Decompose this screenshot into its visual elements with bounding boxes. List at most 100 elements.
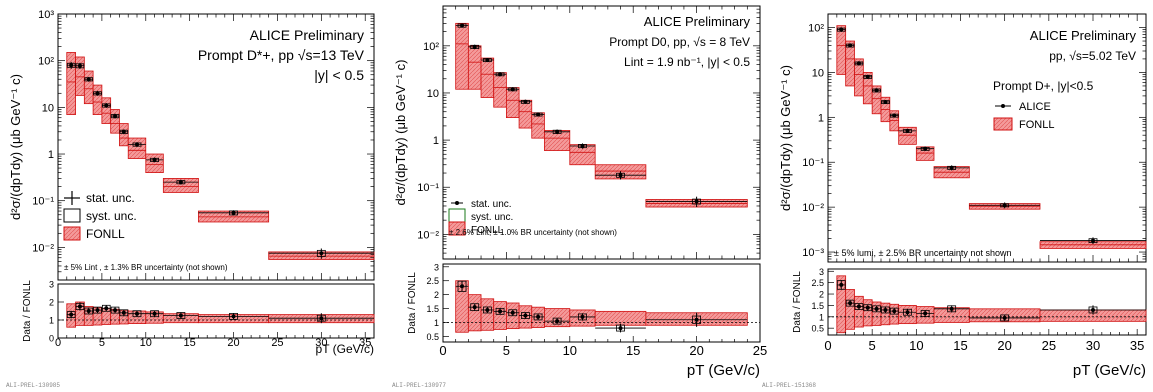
ratio-point-4 [498, 309, 503, 314]
ratio-point-5 [104, 306, 109, 311]
y-tick-label: 10⁻¹ [32, 196, 54, 208]
x-tick-label: 0 [824, 338, 831, 353]
fonll-band-3 [83, 70, 94, 105]
ratio-y-tick-label: 0 [49, 334, 54, 344]
data-point-6 [113, 114, 118, 119]
x-tick-label: 20 [689, 343, 703, 358]
main-pad-frame [442, 5, 761, 260]
figure-reference-id: ALI-PREL-130985 [6, 382, 60, 389]
ratio-point-3 [86, 309, 91, 313]
x-tick-label: 15 [184, 337, 196, 349]
data-point-5 [874, 88, 879, 93]
x-tick-label: 10 [563, 343, 577, 358]
data-point-1 [839, 27, 844, 32]
ratio-point-8 [135, 311, 139, 316]
legend: stat. unc. syst. unc. FONLL± 2.6% Lint, ± … [448, 199, 617, 237]
ratio-point-1 [69, 312, 74, 317]
fonll-band-6 [110, 109, 120, 134]
y-tick-label: 10⁻² [32, 242, 54, 254]
x-tick-label: 25 [271, 337, 283, 349]
fonll-band-1 [455, 22, 469, 90]
fonll-band-3 [480, 57, 495, 98]
data-point-7 [121, 129, 126, 134]
ratio-point-11 [1002, 315, 1007, 320]
figure-reference-id: ALI-PREL-151368 [762, 382, 816, 389]
ratio-y-tick-label: 1.5 [811, 301, 824, 311]
data-point-10 [618, 173, 623, 178]
ratio-point-9 [580, 314, 585, 319]
chart-title: ALICE Preliminary [644, 14, 751, 29]
ratio-point-10 [178, 313, 183, 318]
ratio-point-11 [694, 317, 699, 322]
ratio-axis-label: Data / FONLL [22, 280, 33, 342]
legend-label: stat. unc. [86, 191, 135, 205]
data-point-8 [905, 128, 910, 133]
y-tick-label: 10⁻¹ [417, 182, 439, 194]
data-point-8 [135, 142, 139, 147]
y-axis-label: d²σ/(dpTdy) (μb GeV⁻¹ c) [8, 74, 23, 220]
x-tick-label: 20 [227, 337, 239, 349]
x-tick-label: 35 [1130, 338, 1144, 353]
y-tick-label: 10 [812, 67, 824, 79]
ratio-y-tick-label: 3 [434, 262, 439, 272]
ratio-y-tick-label: 1 [434, 318, 439, 328]
ratio-y-tick-label: 1 [819, 312, 824, 322]
ratio-point-6 [113, 308, 118, 313]
ratio-point-2 [77, 304, 82, 309]
figure-reference-id: ALI-PREL-130977 [392, 382, 446, 389]
ratio-point-10 [949, 306, 954, 311]
ratio-point-7 [892, 309, 897, 314]
y-tick-label: 10² [38, 56, 54, 68]
fonll-band-5 [101, 97, 112, 124]
ratio-point-9 [152, 311, 157, 316]
ratio-band-3 [480, 298, 495, 331]
x-tick-label: 10 [909, 338, 923, 353]
ratio-y-tick-label: 2 [434, 290, 439, 300]
ratio-point-10 [618, 326, 623, 331]
ratio-point-3 [485, 307, 490, 312]
legend-syst-marker [63, 208, 81, 223]
y-tick-label: 10 [427, 88, 439, 100]
ratio-point-3 [856, 304, 861, 309]
ratio-band-2 [467, 294, 482, 332]
ratio-point-1 [839, 282, 844, 287]
ratio-band-4 [493, 301, 507, 330]
chart-subtitle-2: |y| < 0.5 [314, 67, 364, 83]
fonll-band-8 [127, 137, 147, 159]
data-point-2 [77, 63, 82, 68]
legend-fonll-marker [993, 117, 1013, 131]
data-point-6 [523, 99, 528, 104]
data-point-9 [580, 143, 585, 148]
ratio-y-tick-label: 3 [819, 267, 824, 277]
ratio-point-5 [510, 310, 515, 315]
chart-subtitle: Prompt D0, pp, √s = 8 TeV [609, 35, 750, 49]
data-point-3 [856, 61, 861, 66]
legend-label: stat. unc. [471, 199, 512, 210]
data-point-5 [510, 87, 515, 92]
x-tick-label: 20 [997, 338, 1011, 353]
x-tick-label: 30 [1086, 338, 1100, 353]
data-point-4 [95, 91, 100, 96]
chart-subtitle: pp, √s=5.02 TeV [1049, 49, 1136, 63]
ratio-point-7 [121, 310, 126, 315]
ratio-y-tick-label: 2 [49, 298, 54, 308]
fonll-band-7 [119, 123, 129, 147]
chart-title: ALICE Preliminary [1030, 28, 1137, 43]
fonll-band-5 [505, 87, 520, 119]
fonll-band-8 [898, 126, 917, 145]
fonll-band-9 [145, 153, 164, 173]
uncertainty-note: ± 5% Lint , ± 1.3% BR uncertainty (not s… [64, 263, 228, 272]
legend: Prompt D+, |y|<0.5 ALICE FONLL ± 5% lumi, ±… [834, 79, 1094, 258]
legend-label: FONLL [471, 225, 504, 236]
x-tick-label: 5 [869, 338, 876, 353]
fonll-band-4 [92, 84, 103, 115]
x-axis-label: pT (GeV/c) [687, 362, 760, 379]
y-axis-label: d²σ/(dpTdy) (μb GeV⁻¹ c) [393, 60, 408, 206]
data-point-5 [104, 103, 109, 108]
ratio-point-12 [1091, 307, 1095, 312]
fonll-band-4 [493, 72, 507, 108]
ratio-band-6 [880, 302, 891, 326]
x-tick-label: 0 [55, 337, 61, 349]
x-tick-label: 15 [953, 338, 967, 353]
